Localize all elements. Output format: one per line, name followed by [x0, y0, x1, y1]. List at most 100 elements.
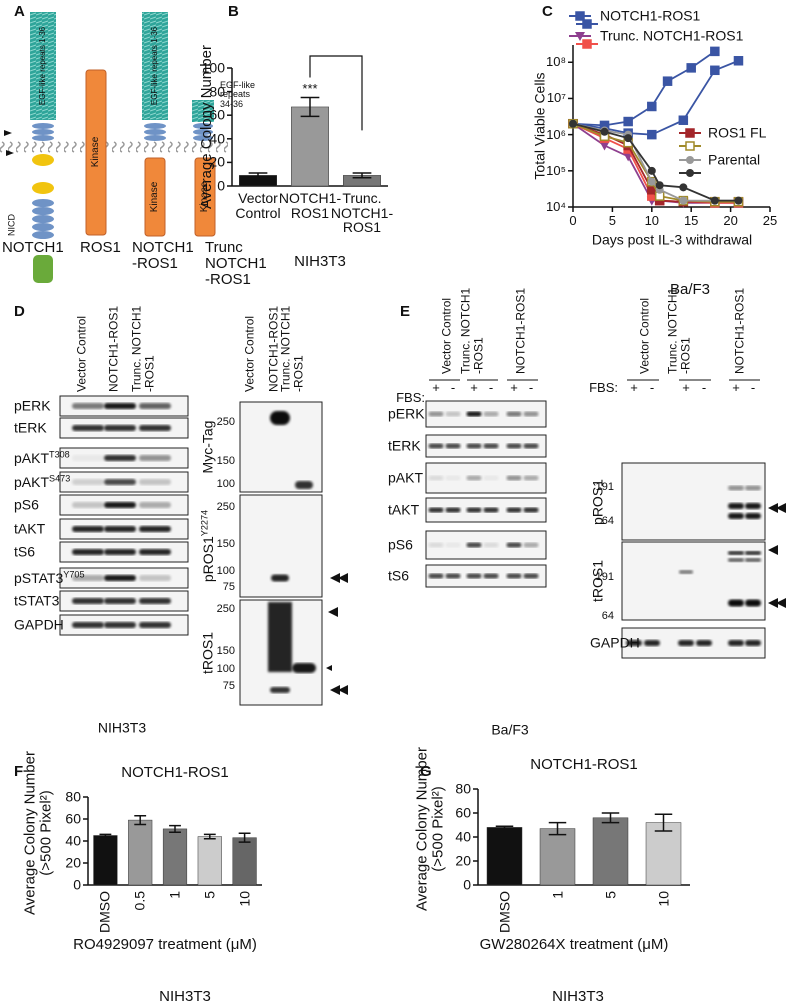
fbs-sign: - — [750, 380, 756, 396]
marker — [678, 115, 689, 125]
blot-band — [139, 575, 171, 581]
mw-marker: 100 — [216, 565, 235, 578]
marker — [710, 65, 720, 76]
blot-band — [139, 622, 171, 628]
legend-marker — [582, 39, 592, 49]
blot-label: GAPDH — [590, 634, 640, 651]
fbs-sign: + — [732, 380, 740, 396]
blot-band — [506, 573, 522, 579]
blot-band — [139, 502, 171, 508]
x-tick-label: 1 — [549, 891, 566, 899]
blot-band — [139, 549, 171, 555]
caption: NIH3T3 — [97, 719, 147, 736]
arrowhead — [330, 573, 348, 583]
label-text: pAKT — [14, 473, 50, 490]
legend-label: Parental — [708, 151, 761, 168]
blot-smear — [268, 602, 292, 672]
arrowhead — [768, 598, 786, 608]
error-bar — [248, 172, 268, 179]
lane-label: Trunc. NOTCH1 -ROS1 — [458, 287, 485, 374]
blot-band — [445, 507, 461, 513]
marker — [686, 63, 696, 73]
blot-band — [506, 507, 522, 513]
row-label: tS6 — [14, 543, 36, 560]
blot-band — [506, 411, 522, 417]
x-tick-label: 1 — [166, 891, 183, 899]
row-label: tS6 — [388, 567, 410, 584]
marker — [710, 46, 720, 57]
panel-letter: B — [228, 3, 239, 21]
blot-band — [745, 599, 761, 607]
caption: Ba/F3 — [491, 721, 529, 738]
lane-label: NOTCH1-ROS1 — [513, 287, 528, 374]
x-tick-label: DMSO — [496, 891, 513, 933]
legend-marker — [686, 156, 694, 164]
blot-band — [72, 526, 104, 532]
blot-band — [745, 551, 761, 555]
bar — [592, 817, 629, 886]
bar — [539, 828, 576, 886]
legend-label: Trunc. NOTCH1-ROS1 — [600, 27, 744, 44]
blot-band — [728, 513, 744, 519]
arrowhead — [326, 665, 332, 671]
y-tick-label: 60 — [65, 810, 81, 827]
x-tick-label: Vector Control — [235, 190, 281, 221]
y-tick-label: 10⁵ — [546, 162, 566, 178]
row-label: GAPDH — [14, 616, 64, 633]
bar — [128, 819, 153, 886]
marker — [647, 101, 657, 112]
blot-band — [445, 542, 461, 548]
blot-band — [728, 558, 744, 562]
blot-band — [483, 443, 499, 449]
caption: NIH3T3 — [294, 253, 346, 271]
fbs-sign: - — [450, 380, 456, 396]
blot-band — [745, 558, 761, 562]
blot-band — [139, 403, 171, 409]
blot-band — [679, 570, 693, 574]
blot-band — [72, 479, 104, 485]
x-tick-label: 10 — [644, 213, 660, 228]
blot-band — [72, 403, 104, 409]
row-label: pAKT — [388, 469, 424, 486]
marker — [679, 183, 688, 192]
significance: *** — [302, 80, 318, 96]
y-axis-label: Average Colony Number (>500 Pixel²) — [21, 751, 54, 915]
domain-label: Kinase — [148, 181, 160, 213]
blot-band — [139, 455, 171, 461]
marker — [734, 196, 743, 205]
construct-name: NOTCH1 — [2, 239, 64, 256]
x-tick-label: 5 — [201, 891, 218, 899]
panel-letter: A — [14, 3, 25, 21]
construct-name: NOTCH1 -ROS1 — [132, 239, 194, 272]
mw-marker: 100 — [216, 663, 235, 676]
blot-band — [104, 455, 136, 461]
x-tick-label: 0 — [569, 213, 577, 228]
label-superscript: T308 — [49, 449, 70, 460]
blot-band — [483, 411, 499, 417]
blot-band — [745, 503, 761, 509]
row-label: tAKT — [14, 520, 46, 537]
blot-band — [270, 411, 290, 425]
row-label: pERK — [14, 397, 51, 414]
blot-band — [523, 411, 539, 417]
domain-label: EGF-like repeats 1-36 — [149, 26, 159, 106]
blot-band — [72, 502, 104, 508]
fbs-sign: - — [649, 380, 655, 396]
blot-band — [271, 574, 289, 582]
label-text: pAKT — [14, 449, 50, 466]
x-tick-label: 10 — [236, 891, 253, 907]
lane-label: Trunc. NOTCH1 -ROS1 — [278, 305, 305, 392]
x-tick-label: 5 — [602, 891, 619, 899]
marker — [647, 177, 656, 186]
label-superscript: Y705 — [63, 569, 85, 580]
y-tick-label: 20 — [209, 154, 225, 171]
row-label: pAKTT308 — [14, 449, 70, 466]
error-bar — [300, 96, 320, 118]
blot-band — [104, 598, 136, 604]
row-label: pSTAT3Y705 — [14, 569, 85, 586]
y-tick-label: 60 — [209, 106, 225, 123]
caption: Ba/F3 — [669, 281, 711, 299]
fbs-sign: + — [470, 380, 478, 396]
